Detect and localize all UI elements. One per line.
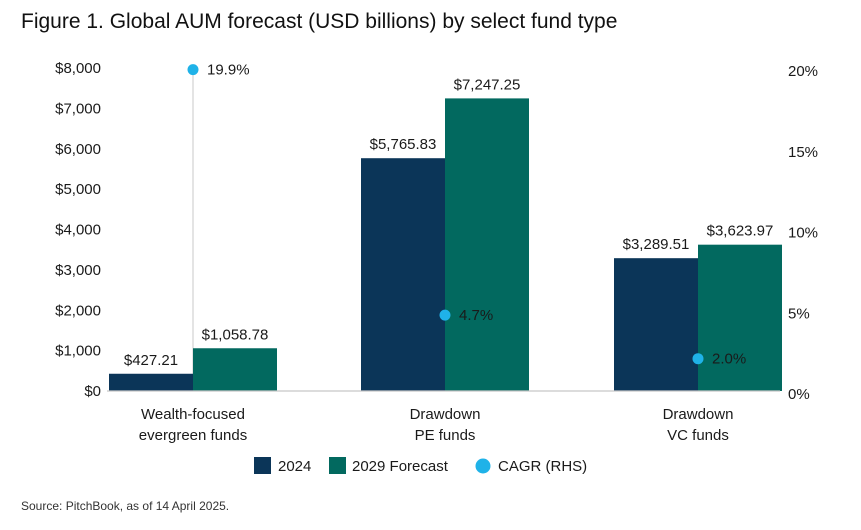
x-category-label: evergreen funds bbox=[139, 427, 247, 444]
y-tick-label: $0 bbox=[84, 383, 101, 400]
bar-2029-forecast bbox=[193, 348, 277, 391]
cagr-marker bbox=[187, 64, 199, 76]
x-category-label: VC funds bbox=[667, 427, 729, 444]
y-tick-label: $8,000 bbox=[55, 60, 101, 77]
y-tick-label: $3,000 bbox=[55, 262, 101, 279]
x-category-label: Drawdown bbox=[410, 406, 481, 423]
legend-swatch-2029-forecast bbox=[329, 457, 346, 474]
y-tick-label: $7,000 bbox=[55, 100, 101, 117]
legend-label-cagr: CAGR (RHS) bbox=[498, 458, 587, 475]
bar-2024 bbox=[361, 158, 445, 391]
y-tick-label: $1,000 bbox=[55, 343, 101, 360]
y2-tick-label: 0% bbox=[788, 386, 810, 403]
bar-2029-forecast bbox=[698, 244, 782, 391]
bar-2024 bbox=[109, 373, 193, 391]
bar-value-label: $5,765.83 bbox=[370, 136, 437, 153]
x-category-label: PE funds bbox=[415, 427, 476, 444]
cagr-value-label: 19.9% bbox=[207, 62, 250, 79]
bar-value-label: $427.21 bbox=[124, 352, 178, 369]
legend-label-2024: 2024 bbox=[278, 458, 311, 475]
y2-tick-label: 15% bbox=[788, 144, 818, 161]
bar-value-label: $7,247.25 bbox=[454, 76, 521, 93]
y2-tick-label: 20% bbox=[788, 63, 818, 80]
bar-value-label: $3,623.97 bbox=[707, 223, 774, 240]
chart-title: Figure 1. Global AUM forecast (USD billi… bbox=[21, 10, 618, 33]
y2-tick-label: 5% bbox=[788, 305, 810, 322]
cagr-value-label: 2.0% bbox=[712, 351, 746, 368]
bar-2029-forecast bbox=[445, 98, 529, 392]
cagr-value-label: 4.7% bbox=[459, 307, 493, 324]
bar-2024 bbox=[614, 258, 698, 391]
legend-label-2029-forecast: 2029 Forecast bbox=[352, 458, 449, 475]
x-category-label: Drawdown bbox=[663, 406, 734, 423]
legend-swatch-2024 bbox=[254, 457, 271, 474]
y-tick-label: $4,000 bbox=[55, 222, 101, 239]
cagr-marker bbox=[692, 353, 704, 365]
legend-marker-cagr bbox=[475, 458, 491, 474]
y2-tick-label: 10% bbox=[788, 225, 818, 242]
x-category-label: Wealth-focused bbox=[141, 406, 245, 423]
y-tick-label: $2,000 bbox=[55, 302, 101, 319]
y-tick-label: $6,000 bbox=[55, 141, 101, 158]
cagr-marker bbox=[439, 309, 451, 321]
source-note: Source: PitchBook, as of 14 April 2025. bbox=[21, 499, 230, 513]
bar-value-label: $1,058.78 bbox=[202, 326, 269, 343]
bar-value-label: $3,289.51 bbox=[623, 236, 690, 253]
y-tick-label: $5,000 bbox=[55, 181, 101, 198]
